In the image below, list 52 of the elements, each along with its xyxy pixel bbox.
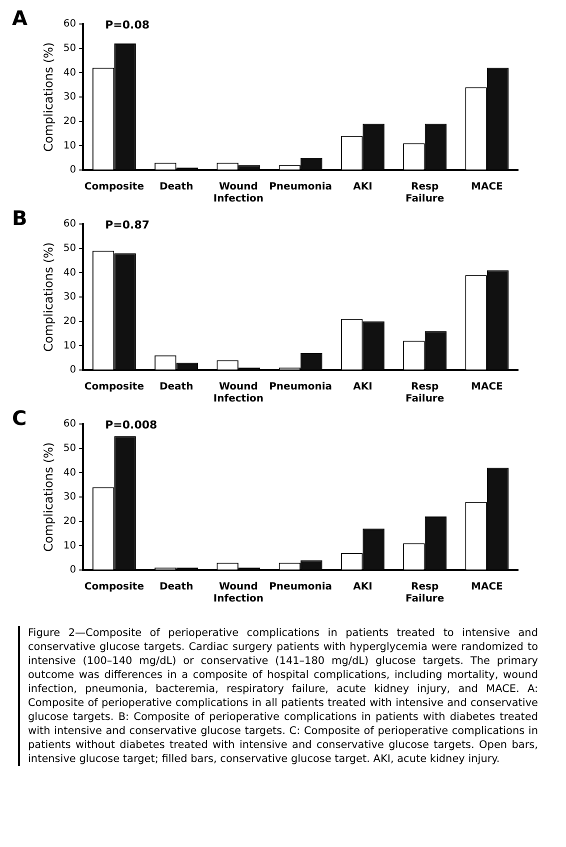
y-tick-label: 0 xyxy=(70,564,76,576)
y-axis-title: Complications (%) xyxy=(41,442,56,552)
x-tick-label: Wound Infection xyxy=(213,382,264,405)
y-tick-label: 50 xyxy=(63,242,76,254)
x-tick-label: Death xyxy=(159,382,194,393)
y-tick-label: 10 xyxy=(63,340,76,352)
annotation: P=0.87 xyxy=(105,218,150,232)
y-tick-label: 20 xyxy=(63,516,76,527)
y-axis-title: Complications (%) xyxy=(41,42,56,152)
x-tick-label: MACE xyxy=(471,382,504,393)
x-tick-label: AKI xyxy=(353,382,372,393)
x-tick-label: Resp Failure xyxy=(405,182,444,205)
x-tick-label: Pneumonia xyxy=(269,582,332,593)
x-tick-label: Death xyxy=(159,582,194,593)
y-tick-label: 40 xyxy=(63,267,76,278)
y-tick-label: 30 xyxy=(63,292,76,303)
y-axis-title: Complications (%) xyxy=(41,242,56,352)
y-tick-label: 40 xyxy=(63,467,76,478)
text: Figure 2—Composite of perioperative complications in patients treated to intensive and conservative glucose targets. Cardiac surgery patients with hyperglycemia were randomized to intensive (100–140 mg/dL) or conservative (141–180 mg/dL) glucose targets. The primary outcome was differences in a composite of hospital complications, including mortality, wound infection, pneumonia, bacteremia, respiratory failure, acute kidney injury, and MACE. A: Composite of perioperative complications in all patients treated with intensive and conservative glucose targets. B: Composite of perioperative complications in patients with diabetes treated with intensive and conservative glucose targets. C: Composite of perioperative complications in patients without diabetes treated with intensive and conservative glucose targets. Open bars, intensive glucose target; filled bars, conservative glucose target. AKI, acute kidney injury. xyxy=(28,627,538,765)
x-tick-label: AKI xyxy=(353,182,372,193)
x-tick-label: MACE xyxy=(471,582,504,593)
x-tick-label: Pneumonia xyxy=(269,182,332,193)
y-tick-label: 0 xyxy=(70,364,76,376)
y-tick-label: 10 xyxy=(63,140,76,152)
y-tick-label: 10 xyxy=(63,540,76,552)
y-tick-label: 60 xyxy=(63,418,76,430)
annotation: P=0.008 xyxy=(105,418,158,432)
y-tick-label: 30 xyxy=(63,492,76,503)
y-tick-label: 30 xyxy=(63,92,76,103)
x-tick-label: AKI xyxy=(353,582,372,593)
chart-title: B xyxy=(12,206,28,230)
x-tick-label: Resp Failure xyxy=(405,382,444,405)
annotation: P=0.08 xyxy=(105,18,150,32)
x-tick-label: Death xyxy=(159,182,194,193)
x-tick-label: MACE xyxy=(471,182,504,193)
y-tick-label: 0 xyxy=(70,164,76,176)
chart-title: C xyxy=(12,406,27,430)
x-tick-label: Wound Infection xyxy=(213,182,264,205)
x-tick-label: Wound Infection xyxy=(213,582,264,605)
y-tick-label: 50 xyxy=(63,42,76,54)
y-tick-label: 60 xyxy=(63,218,76,230)
x-tick-label: Composite xyxy=(84,582,144,593)
y-tick-label: 20 xyxy=(63,116,76,127)
y-tick-label: 60 xyxy=(63,18,76,30)
x-tick-label: Composite xyxy=(84,182,144,193)
y-tick-label: 50 xyxy=(63,442,76,454)
x-tick-label: Composite xyxy=(84,382,144,393)
y-tick-label: 40 xyxy=(63,67,76,78)
x-tick-label: Pneumonia xyxy=(269,382,332,393)
x-tick-label: Resp Failure xyxy=(405,582,444,605)
chart-title: A xyxy=(12,6,28,30)
y-tick-label: 20 xyxy=(63,316,76,327)
